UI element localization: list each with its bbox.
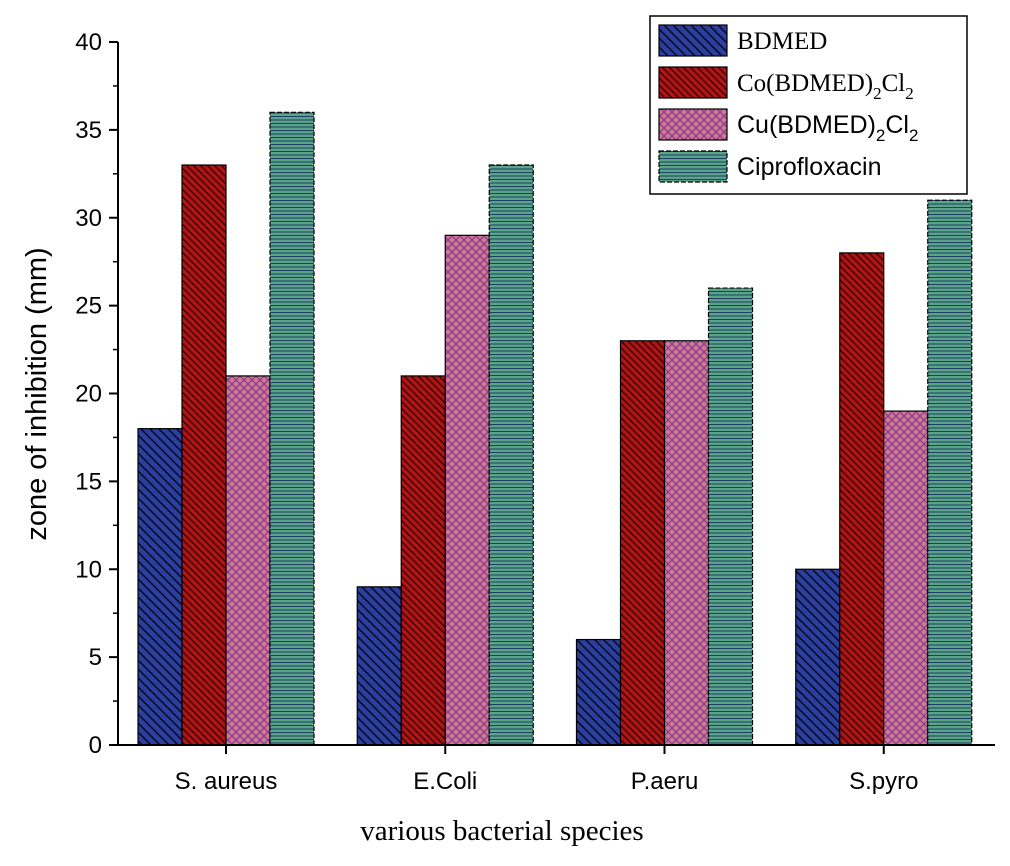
y-ticks: 0 5 10 15 20 25 30 35 40 <box>75 29 118 759</box>
x-axis-label: various bacterial species <box>360 815 643 847</box>
y-tick-label: 35 <box>75 117 102 144</box>
bar-co-bdmed-2cl2-s-pyro <box>839 252 885 746</box>
bar-co-bdmed-2cl2-e-coli <box>400 375 446 746</box>
x-tick-label-e-coli: E.Coli <box>413 768 477 795</box>
legend-label-ciprofloxacin: Ciprofloxacin <box>737 153 882 181</box>
legend: BDMED Co(BDMED)2Cl2 Cu(BDMED)2Cl2 Ciproflox… <box>649 15 968 195</box>
bar-bdmed-p-aeru <box>575 638 622 746</box>
legend-label-cu-bdmed-2cl2: Cu(BDMED)2Cl2 <box>737 111 918 145</box>
y-tick-label: 30 <box>75 205 102 232</box>
bar-cu-bdmed-2cl2-e-coli <box>444 234 490 746</box>
legend-label-co-bdmed-2cl2: Co(BDMED)2Cl2 <box>737 70 914 103</box>
y-tick-label: 0 <box>89 732 102 759</box>
legend-swatch-cu-bdmed-2cl2 <box>658 108 728 141</box>
bar-cu-bdmed-2cl2-s-aureus <box>225 375 271 746</box>
bar-cu-bdmed-2cl2-s-pyro <box>883 410 929 746</box>
legend-swatch-co-bdmed-2cl2 <box>658 66 728 99</box>
y-tick-label: 20 <box>75 381 102 408</box>
bar-ciprofloxacin-e-coli <box>488 164 534 746</box>
y-axis-label: zone of inhibition (mm) <box>21 247 53 540</box>
y-tick-label: 5 <box>89 644 102 671</box>
bar-bdmed-s-aureus <box>137 428 183 746</box>
y-tick-label: 15 <box>75 468 102 495</box>
x-tick-label-s-aureus: S. aureus <box>175 768 278 795</box>
bar-co-bdmed-2cl2-s-aureus <box>181 164 227 746</box>
bar-bdmed-s-pyro <box>795 568 841 746</box>
bar-co-bdmed-2cl2-p-aeru <box>619 340 666 746</box>
bar-cu-bdmed-2cl2-p-aeru <box>663 340 710 746</box>
bars-group <box>137 111 973 746</box>
legend-swatch-ciprofloxacin <box>658 150 728 183</box>
bar-bdmed-e-coli <box>356 586 402 746</box>
y-tick-label: 10 <box>75 556 102 583</box>
y-tick-label: 25 <box>75 293 102 320</box>
x-ticks: S. aureus E.Coli P.aeru S.pyro <box>175 745 918 795</box>
bar-ciprofloxacin-s-pyro <box>927 199 973 746</box>
bar-ciprofloxacin-p-aeru <box>707 287 754 746</box>
x-tick-label-s-pyro: S.pyro <box>849 768 918 795</box>
y-tick-label: 40 <box>75 29 102 56</box>
x-tick-label-p-aeru: P.aeru <box>631 768 699 795</box>
legend-label-bdmed: BDMED <box>737 28 827 55</box>
legend-swatch-bdmed <box>658 24 728 57</box>
bar-ciprofloxacin-s-aureus <box>269 111 315 746</box>
